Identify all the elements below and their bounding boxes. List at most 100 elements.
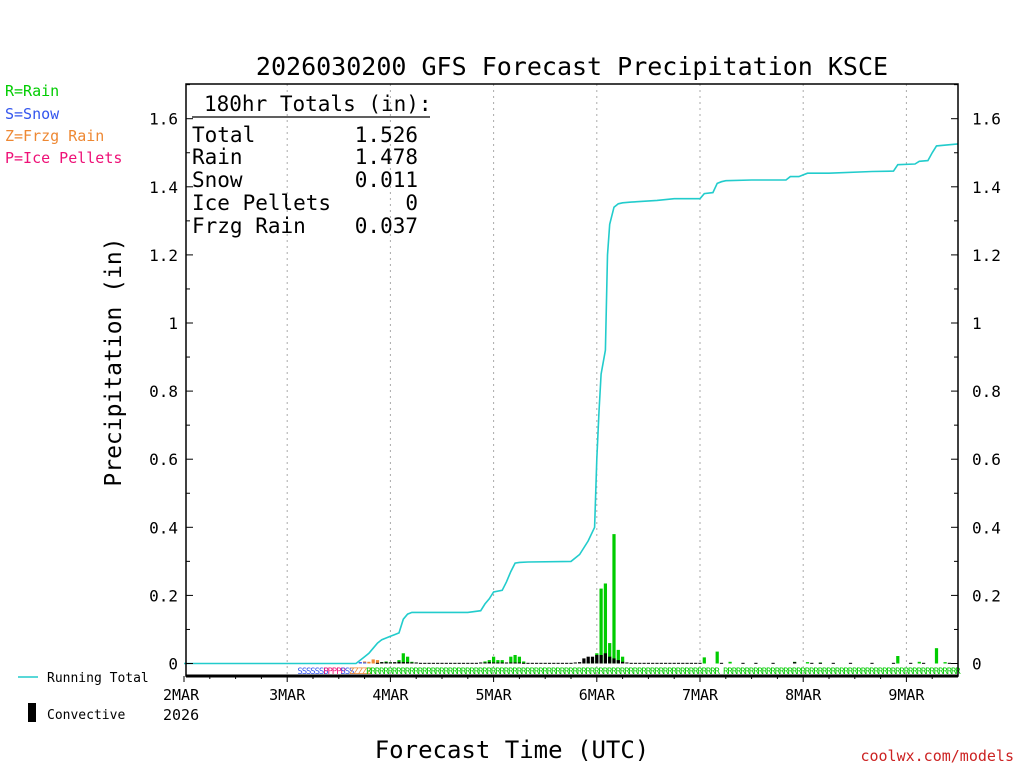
convective-bar	[560, 662, 565, 664]
precip-type-marker: R	[465, 667, 471, 677]
precip-type-marker: R	[770, 667, 776, 677]
precip-type-marker: R	[413, 667, 419, 677]
convective-bar	[513, 662, 517, 664]
convective-bar	[393, 662, 397, 664]
legend-running-total: Running Total	[47, 671, 149, 686]
convective-bar	[870, 662, 874, 664]
y-tick-label-left: 1.6	[149, 110, 178, 129]
convective-bar	[638, 662, 642, 664]
precip-type-marker: R	[611, 667, 617, 677]
convective-bar	[496, 662, 500, 664]
rain-bar	[603, 583, 608, 664]
rain-bar	[496, 660, 500, 664]
precip-type-marker: R	[947, 667, 953, 677]
precip-type-marker: R	[852, 667, 858, 677]
precip-type-marker: R	[375, 667, 381, 677]
convective-bar	[509, 662, 513, 664]
convective-bar	[418, 662, 423, 664]
rain-bar	[487, 660, 491, 664]
precip-type-marker: R	[822, 667, 828, 677]
convective-bar	[491, 662, 496, 664]
convective-bar	[651, 662, 655, 664]
rain-bar	[616, 649, 620, 664]
convective-bar	[500, 662, 504, 664]
y-tick-label-right: 1	[972, 314, 982, 333]
precip-type-marker: R	[917, 667, 923, 677]
convective-bar	[681, 662, 685, 664]
totals-frzg-label: Frzg Rain	[192, 214, 306, 238]
precip-type-marker: R	[461, 667, 467, 677]
rain-bar	[405, 656, 410, 664]
legend-frzg-rain: Z=Frzg Rain	[5, 127, 104, 145]
precip-type-marker: R	[620, 667, 626, 677]
y-tick-label-left: 0.6	[149, 450, 178, 469]
convective-bar	[466, 662, 470, 664]
rain-bar	[522, 661, 526, 664]
rain-bar	[934, 648, 939, 664]
credit-link[interactable]: coolwx.com/models	[860, 747, 1014, 765]
convective-bar	[608, 656, 612, 664]
precip-type-marker: R	[762, 667, 768, 677]
y-tick-label-right: 0.6	[972, 450, 1001, 469]
convective-bar	[646, 662, 651, 664]
precip-type-marker: R	[370, 667, 376, 677]
precip-type-marker: R	[512, 667, 518, 677]
convective-bar	[517, 662, 522, 664]
legend-convective: Convective	[47, 708, 125, 723]
precip-type-marker: S	[315, 667, 320, 677]
precip-type-marker: R	[435, 667, 441, 677]
convective-bar	[577, 662, 582, 664]
precip-type-marker: R	[538, 667, 544, 677]
rain-bar	[500, 660, 504, 664]
precip-type-marker: R	[401, 667, 407, 677]
running-total-line	[184, 143, 959, 665]
rain-bar	[612, 534, 616, 664]
precip-type-marker: R	[396, 667, 402, 677]
precip-type-marker: R	[680, 667, 686, 677]
convective-bar	[586, 656, 590, 664]
precip-type-marker: S	[323, 667, 328, 677]
precip-type-marker: R	[874, 667, 880, 677]
precip-type-marker: R	[409, 667, 415, 677]
convective-bar	[448, 662, 453, 664]
precip-type-marker: R	[869, 667, 875, 677]
convective-bar	[461, 662, 466, 664]
precip-type-marker: R	[809, 667, 815, 677]
precip-type-marker: R	[826, 667, 832, 677]
rain-bar	[728, 661, 732, 664]
rain-bar	[517, 656, 522, 664]
precip-type-marker: R	[577, 667, 583, 677]
frzg-bar	[371, 659, 375, 664]
precip-type-marker: P	[327, 667, 333, 677]
precip-type-marker: R	[551, 667, 557, 677]
rain-bar	[715, 651, 719, 664]
y-axis-label: Precipitation (in)	[101, 237, 127, 486]
precip-type-marker: R	[934, 667, 940, 677]
x-tick-label: 7MAR	[682, 686, 719, 704]
rain-bar	[401, 653, 405, 664]
precip-type-marker: R	[598, 667, 604, 677]
precip-type-marker: R	[796, 667, 802, 677]
convective-bar	[620, 661, 625, 664]
convective-bar	[440, 662, 444, 664]
precip-type-marker: S	[310, 667, 315, 677]
precip-type-marker: R	[555, 667, 561, 677]
y-tick-label-right: 0.8	[972, 382, 1001, 401]
convective-bar	[401, 662, 405, 664]
precip-type-marker: R	[568, 667, 574, 677]
precip-type-marker: R	[654, 667, 660, 677]
x-tick-label: 2MAR	[163, 686, 200, 704]
precip-type-marker: R	[886, 667, 892, 677]
precip-type-marker: R	[628, 667, 634, 677]
y-tick-label-right: 0.4	[972, 518, 1001, 537]
convective-bar	[414, 662, 418, 664]
totals-box: 180hr Totals (in): Total 1.526 Rain 1.47…	[192, 92, 432, 238]
precip-type-marker: R	[929, 667, 935, 677]
convective-bar	[534, 662, 539, 664]
convective-bar	[590, 656, 595, 664]
convective-bar	[947, 662, 952, 664]
precip-type-marker: R	[379, 667, 385, 677]
precip-type-marker: R	[504, 667, 510, 677]
y-tick-label-left: 1.2	[149, 246, 178, 265]
precip-type-marker: R	[388, 667, 394, 677]
